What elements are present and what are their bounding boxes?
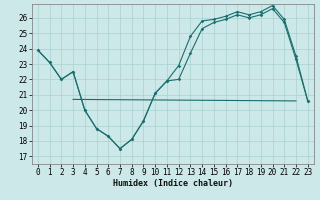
X-axis label: Humidex (Indice chaleur): Humidex (Indice chaleur)	[113, 179, 233, 188]
